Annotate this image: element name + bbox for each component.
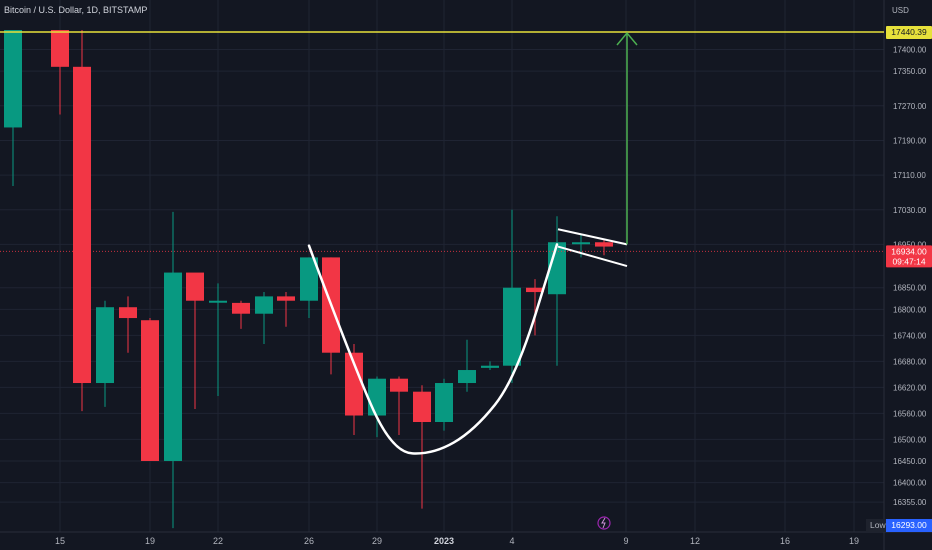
time-tick-label: 26 [304,536,314,546]
price-tick-label: 17270.00 [893,102,927,111]
candle-body-bear [345,352,363,416]
current-price-badge-text: 09:47:14 [892,256,925,266]
price-tick-label: 16560.00 [893,409,927,418]
candle-body-bear [277,296,295,301]
candle-body-bear [390,378,408,392]
candle-body-bear [413,391,431,423]
candle-body-bull [164,272,182,461]
candle-body-bull [503,287,521,366]
candle-body-bull [209,300,227,303]
candle-body-bear [119,307,137,319]
candle-body-bull [4,30,22,128]
time-tick-label: 2023 [434,536,454,546]
time-tick-label: 19 [145,536,155,546]
candle-body-bull [572,242,590,245]
currency-label: USD [892,6,909,15]
resistance-badge: 17440.39 [886,25,932,39]
time-tick-label: 9 [623,536,628,546]
price-tick-label: 16450.00 [893,457,927,466]
time-tick-label: 15 [55,536,65,546]
candle-body-bull [458,370,476,384]
time-tick-label: 29 [372,536,382,546]
time-axis: 15 19 22 26 29 2023 4 9 12 16 19 [55,536,859,546]
current-price-badge-text: 16934.00 [891,246,927,256]
price-tick-label: 17030.00 [893,206,927,215]
price-tick-label: 16680.00 [893,357,927,366]
replay-icon-ring [597,516,611,530]
candle-body-bull [96,307,114,384]
low-badge-value-bg [886,519,932,532]
cup-pattern-curve [307,243,559,455]
candle-body-bear [595,242,613,247]
price-tick-label: 17400.00 [893,45,927,54]
bolt-icon [601,517,606,529]
target-arrow-head [616,31,638,46]
time-tick-label: 12 [690,536,700,546]
price-tick-label: 16800.00 [893,305,927,314]
candle-body-bull [300,257,318,301]
time-tick-label: 22 [213,536,223,546]
candle-body-bull [255,296,273,314]
candle-body-bear [73,66,91,384]
price-tick-label: 17350.00 [893,67,927,76]
candle-body-bull [368,378,386,416]
price-tick-label: 16355.00 [893,498,927,507]
price-tick-label: 16400.00 [893,479,927,488]
candle-body-bear [526,287,544,293]
candle-body-bear [186,272,204,301]
flag-top-line [557,228,628,246]
price-tick-label: 17110.00 [893,171,926,180]
candle-body-bull [481,365,499,368]
resistance-badge-bg [886,25,932,39]
drawings [0,31,884,455]
price-tick-label: 16950.00 [893,240,927,249]
candles [4,30,613,529]
candle-body-bear [141,320,159,461]
price-tick-label: 16500.00 [893,435,927,444]
time-tick-label: 16 [780,536,790,546]
time-tick-label: 19 [849,536,859,546]
low-badge: Low 16293.00 [866,519,932,532]
price-tick-label: 16850.00 [893,284,927,293]
time-tick-label: 4 [509,536,514,546]
price-axis: 17400.00 17350.00 17270.00 17190.00 17110.00… [893,45,927,507]
low-badge-value: 16293.00 [891,520,927,530]
price-tick-label: 16740.00 [893,331,927,340]
current-price-badge-bg [886,245,932,268]
candle-body-bull [435,383,453,423]
low-badge-label: Low [870,520,886,530]
candle-body-bear [51,30,69,67]
symbol-title: Bitcoin / U.S. Dollar, 1D, BITSTAMP [4,5,147,15]
flag-bottom-line [557,245,628,268]
replay-icon[interactable] [597,516,611,530]
price-tick-label: 16620.00 [893,383,927,392]
price-tick-label: 17190.00 [893,136,927,145]
resistance-badge-text: 17440.39 [891,27,927,37]
candle-body-bear [232,302,250,314]
